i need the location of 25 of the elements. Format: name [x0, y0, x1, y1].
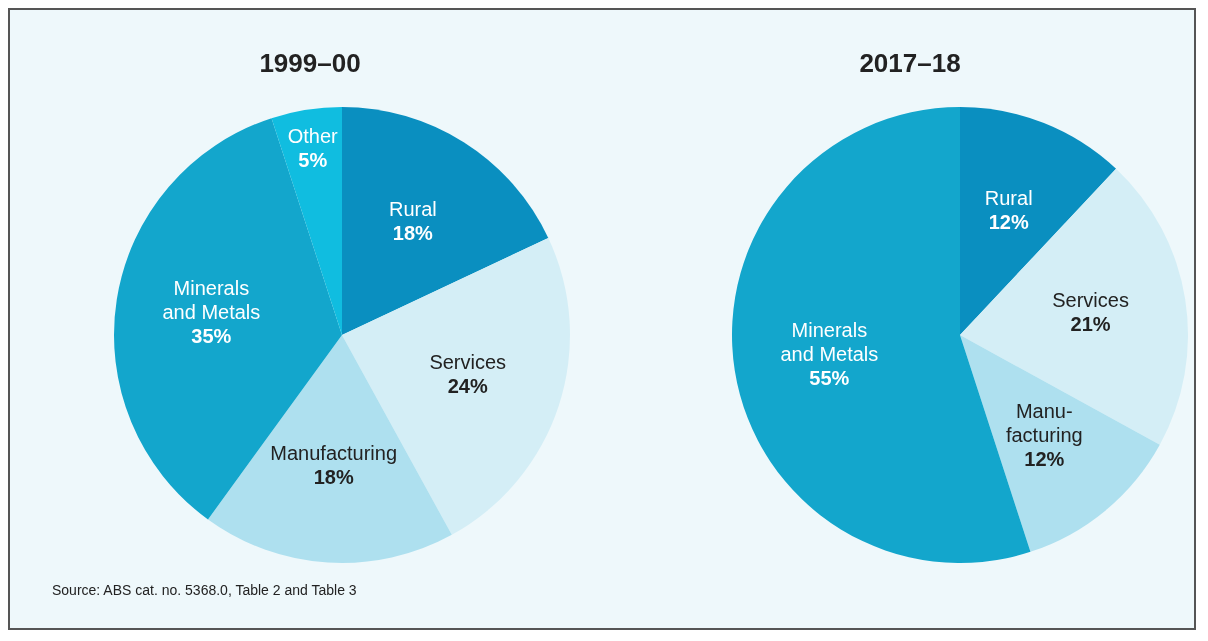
source-note: Source: ABS cat. no. 5368.0, Table 2 and Table 3: [52, 582, 357, 598]
data-label: 5%: [298, 149, 328, 172]
slice-label: Services: [1052, 289, 1129, 312]
chart-title: 2017–18: [858, 48, 962, 79]
data-label: 35%: [191, 325, 232, 348]
slice-label: Minerals and Metals: [162, 277, 261, 324]
data-label: 24%: [447, 375, 488, 398]
data-label: 12%: [988, 211, 1029, 234]
data-label: 21%: [1070, 313, 1111, 336]
slice-label: Manufacturing: [270, 442, 398, 465]
data-label: 18%: [392, 222, 434, 245]
slice-label: Services: [429, 351, 507, 374]
data-label: 18%: [313, 466, 354, 489]
pie-slice: [960, 335, 1160, 552]
slice-label: Rural: [984, 187, 1033, 210]
pie-slice: [271, 107, 342, 335]
slice-label: Rural: [388, 198, 437, 221]
data-label: 55%: [809, 366, 850, 389]
data-label: 12%: [1024, 448, 1065, 471]
slice-label: Minerals and Metals: [780, 318, 879, 365]
slice-label: Manu- facturing: [1005, 400, 1083, 447]
slice-label: Other: [287, 125, 339, 148]
pie-slice: [342, 107, 549, 335]
pie-slice: [960, 168, 1188, 445]
chart-title: 1999–00: [258, 48, 362, 79]
